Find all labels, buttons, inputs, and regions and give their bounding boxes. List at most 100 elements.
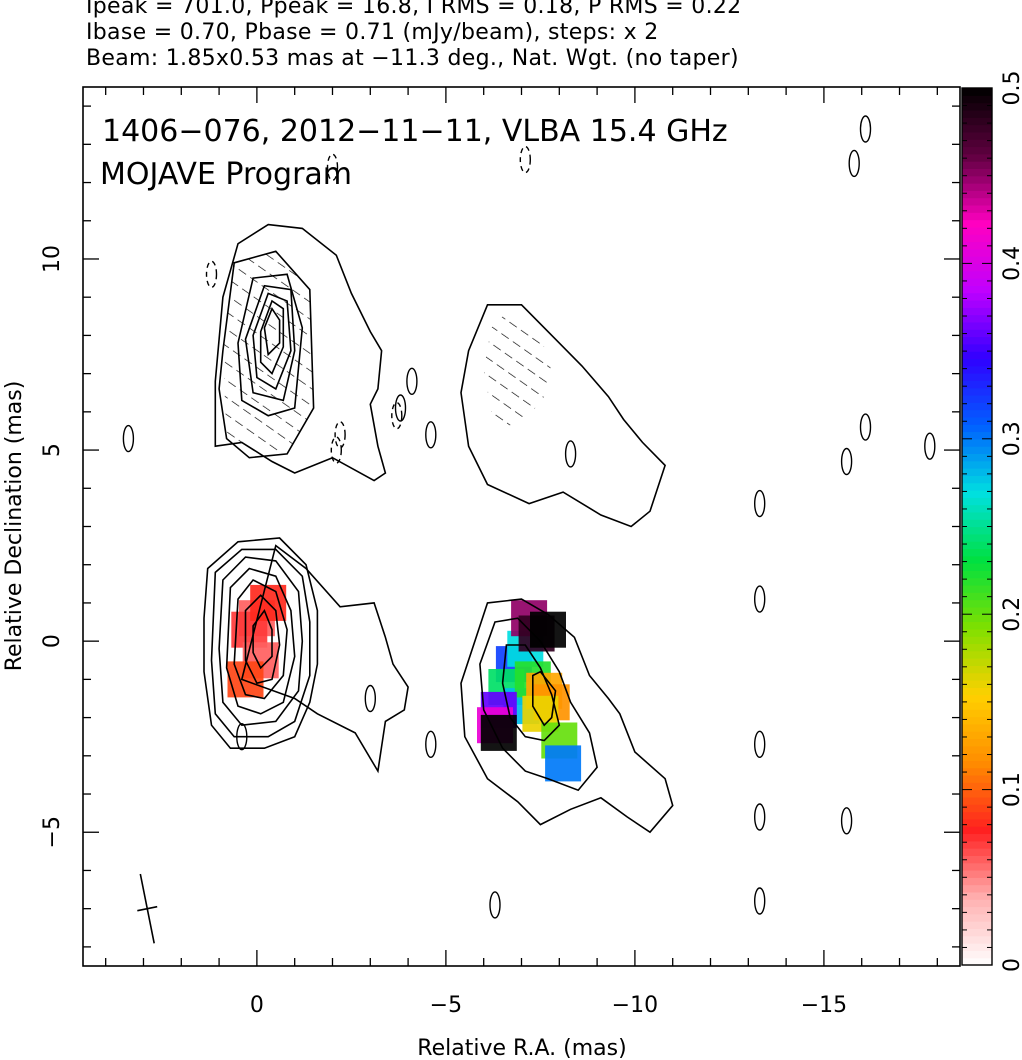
colorbar-step <box>962 877 992 886</box>
colorbar-step <box>962 278 992 286</box>
contour-island <box>122 424 135 453</box>
colorbar-tick-label: 0.3 <box>1000 421 1022 456</box>
colorbar-step <box>962 343 992 352</box>
colorbar-step <box>962 935 992 944</box>
colorbar-step <box>962 767 992 776</box>
contour-island <box>848 149 860 178</box>
jet-contour <box>479 617 598 792</box>
header-line-3: Beam: 1.85x0.53 mas at −11.3 deg., Nat. … <box>86 46 739 71</box>
colorbar-step <box>962 650 992 659</box>
colorbar-step <box>962 584 992 593</box>
colorbar-step <box>962 351 992 360</box>
colorbar-step <box>962 621 992 630</box>
colorbar-step <box>962 796 992 805</box>
core-contour <box>259 299 285 376</box>
colorbar-step <box>962 365 992 374</box>
colorbar-step <box>962 563 992 571</box>
colorbar-step <box>962 109 992 118</box>
colorbar-step <box>962 489 992 498</box>
contour-island <box>394 394 407 422</box>
colorbar-step <box>962 716 992 725</box>
colorbar-step <box>962 511 992 520</box>
colorbar-step <box>962 475 992 484</box>
core-contour <box>263 306 281 357</box>
header-line-2: Ibase = 0.70, Pbase = 0.71 (mJy/beam), s… <box>86 20 659 45</box>
colorbar-step <box>962 709 992 718</box>
colorbar-step <box>962 701 992 710</box>
colorbar-step <box>962 329 992 338</box>
jet-contour <box>460 303 667 528</box>
x-tick-label: −15 <box>801 993 847 1018</box>
colorbar-step <box>962 256 992 264</box>
colorbar-tick-label: 0 <box>1000 958 1022 972</box>
contour-island <box>859 413 872 441</box>
colorbar-step <box>962 599 992 608</box>
colorbar-step <box>962 577 992 586</box>
colorbar-step <box>962 402 992 411</box>
colorbar-step <box>962 197 992 206</box>
negative-contour-island <box>326 153 339 182</box>
colorbar-step <box>962 314 992 323</box>
colorbar-step <box>962 307 992 316</box>
jet-contour <box>501 644 561 742</box>
pol-pixel <box>530 611 566 648</box>
contour-island <box>924 432 936 460</box>
core-contour <box>218 556 304 727</box>
colorbar-step <box>962 687 992 696</box>
colorbar-step <box>962 226 992 235</box>
contour-island <box>425 421 437 449</box>
x-tick-label: 0 <box>250 993 264 1018</box>
colorbar-step <box>962 694 992 703</box>
colorbar-step <box>962 497 992 506</box>
colorbar-step <box>962 745 992 754</box>
colorbar-step <box>962 394 992 403</box>
colorbar-step <box>962 241 992 250</box>
core-contour <box>210 548 311 738</box>
colorbar-step <box>962 336 992 345</box>
colorbar-step <box>962 416 992 425</box>
core-contour <box>203 537 319 750</box>
colorbar-step <box>962 672 992 681</box>
contour-island <box>754 585 766 613</box>
colorbar-step <box>962 460 992 469</box>
colorbar-step <box>962 161 992 169</box>
colorbar-step <box>962 95 992 104</box>
core-contour <box>237 273 304 417</box>
colorbar-step <box>962 373 992 381</box>
core-contour <box>252 608 273 670</box>
colorbar-step <box>962 665 992 674</box>
y-tick-label: 10 <box>40 245 65 273</box>
colorbar-step <box>962 913 992 922</box>
colorbar-step <box>962 943 992 951</box>
colorbar-step <box>962 270 992 279</box>
colorbar-tick-label: 0.2 <box>1000 597 1022 632</box>
colorbar-step <box>962 409 992 418</box>
jet-contour <box>460 598 674 834</box>
colorbar-step <box>962 570 992 579</box>
y-tick-label: 5 <box>40 443 65 457</box>
colorbar-step <box>962 782 992 791</box>
colorbar-step <box>962 424 992 433</box>
core-contour <box>218 250 315 459</box>
pol-pixel <box>545 745 582 782</box>
beam-minor-axis <box>137 905 158 912</box>
colorbar-step <box>962 804 992 813</box>
colorbar-step <box>962 504 992 513</box>
contour-island <box>425 730 437 758</box>
colorbar-step <box>962 774 992 783</box>
contour-island <box>406 367 418 395</box>
hatched-region <box>483 312 552 428</box>
colorbar-step <box>962 102 992 111</box>
header-line-1: Ipeak = 701.0, Ppeak = 16.8, I RMS = 0.1… <box>86 0 742 19</box>
plot-frame: 0 −5 −10 −15 −5 0 5 10 <box>40 86 961 1018</box>
colorbar-step <box>962 446 992 455</box>
plot-border <box>82 86 961 967</box>
colorbar-step <box>962 548 992 557</box>
colorbar-step <box>962 658 992 666</box>
colorbar-step <box>962 606 992 615</box>
colorbar-step <box>962 431 992 440</box>
colorbar-step <box>962 321 992 330</box>
colorbar-step <box>962 263 992 272</box>
plot-subtitle: MOJAVE Program <box>100 157 352 192</box>
